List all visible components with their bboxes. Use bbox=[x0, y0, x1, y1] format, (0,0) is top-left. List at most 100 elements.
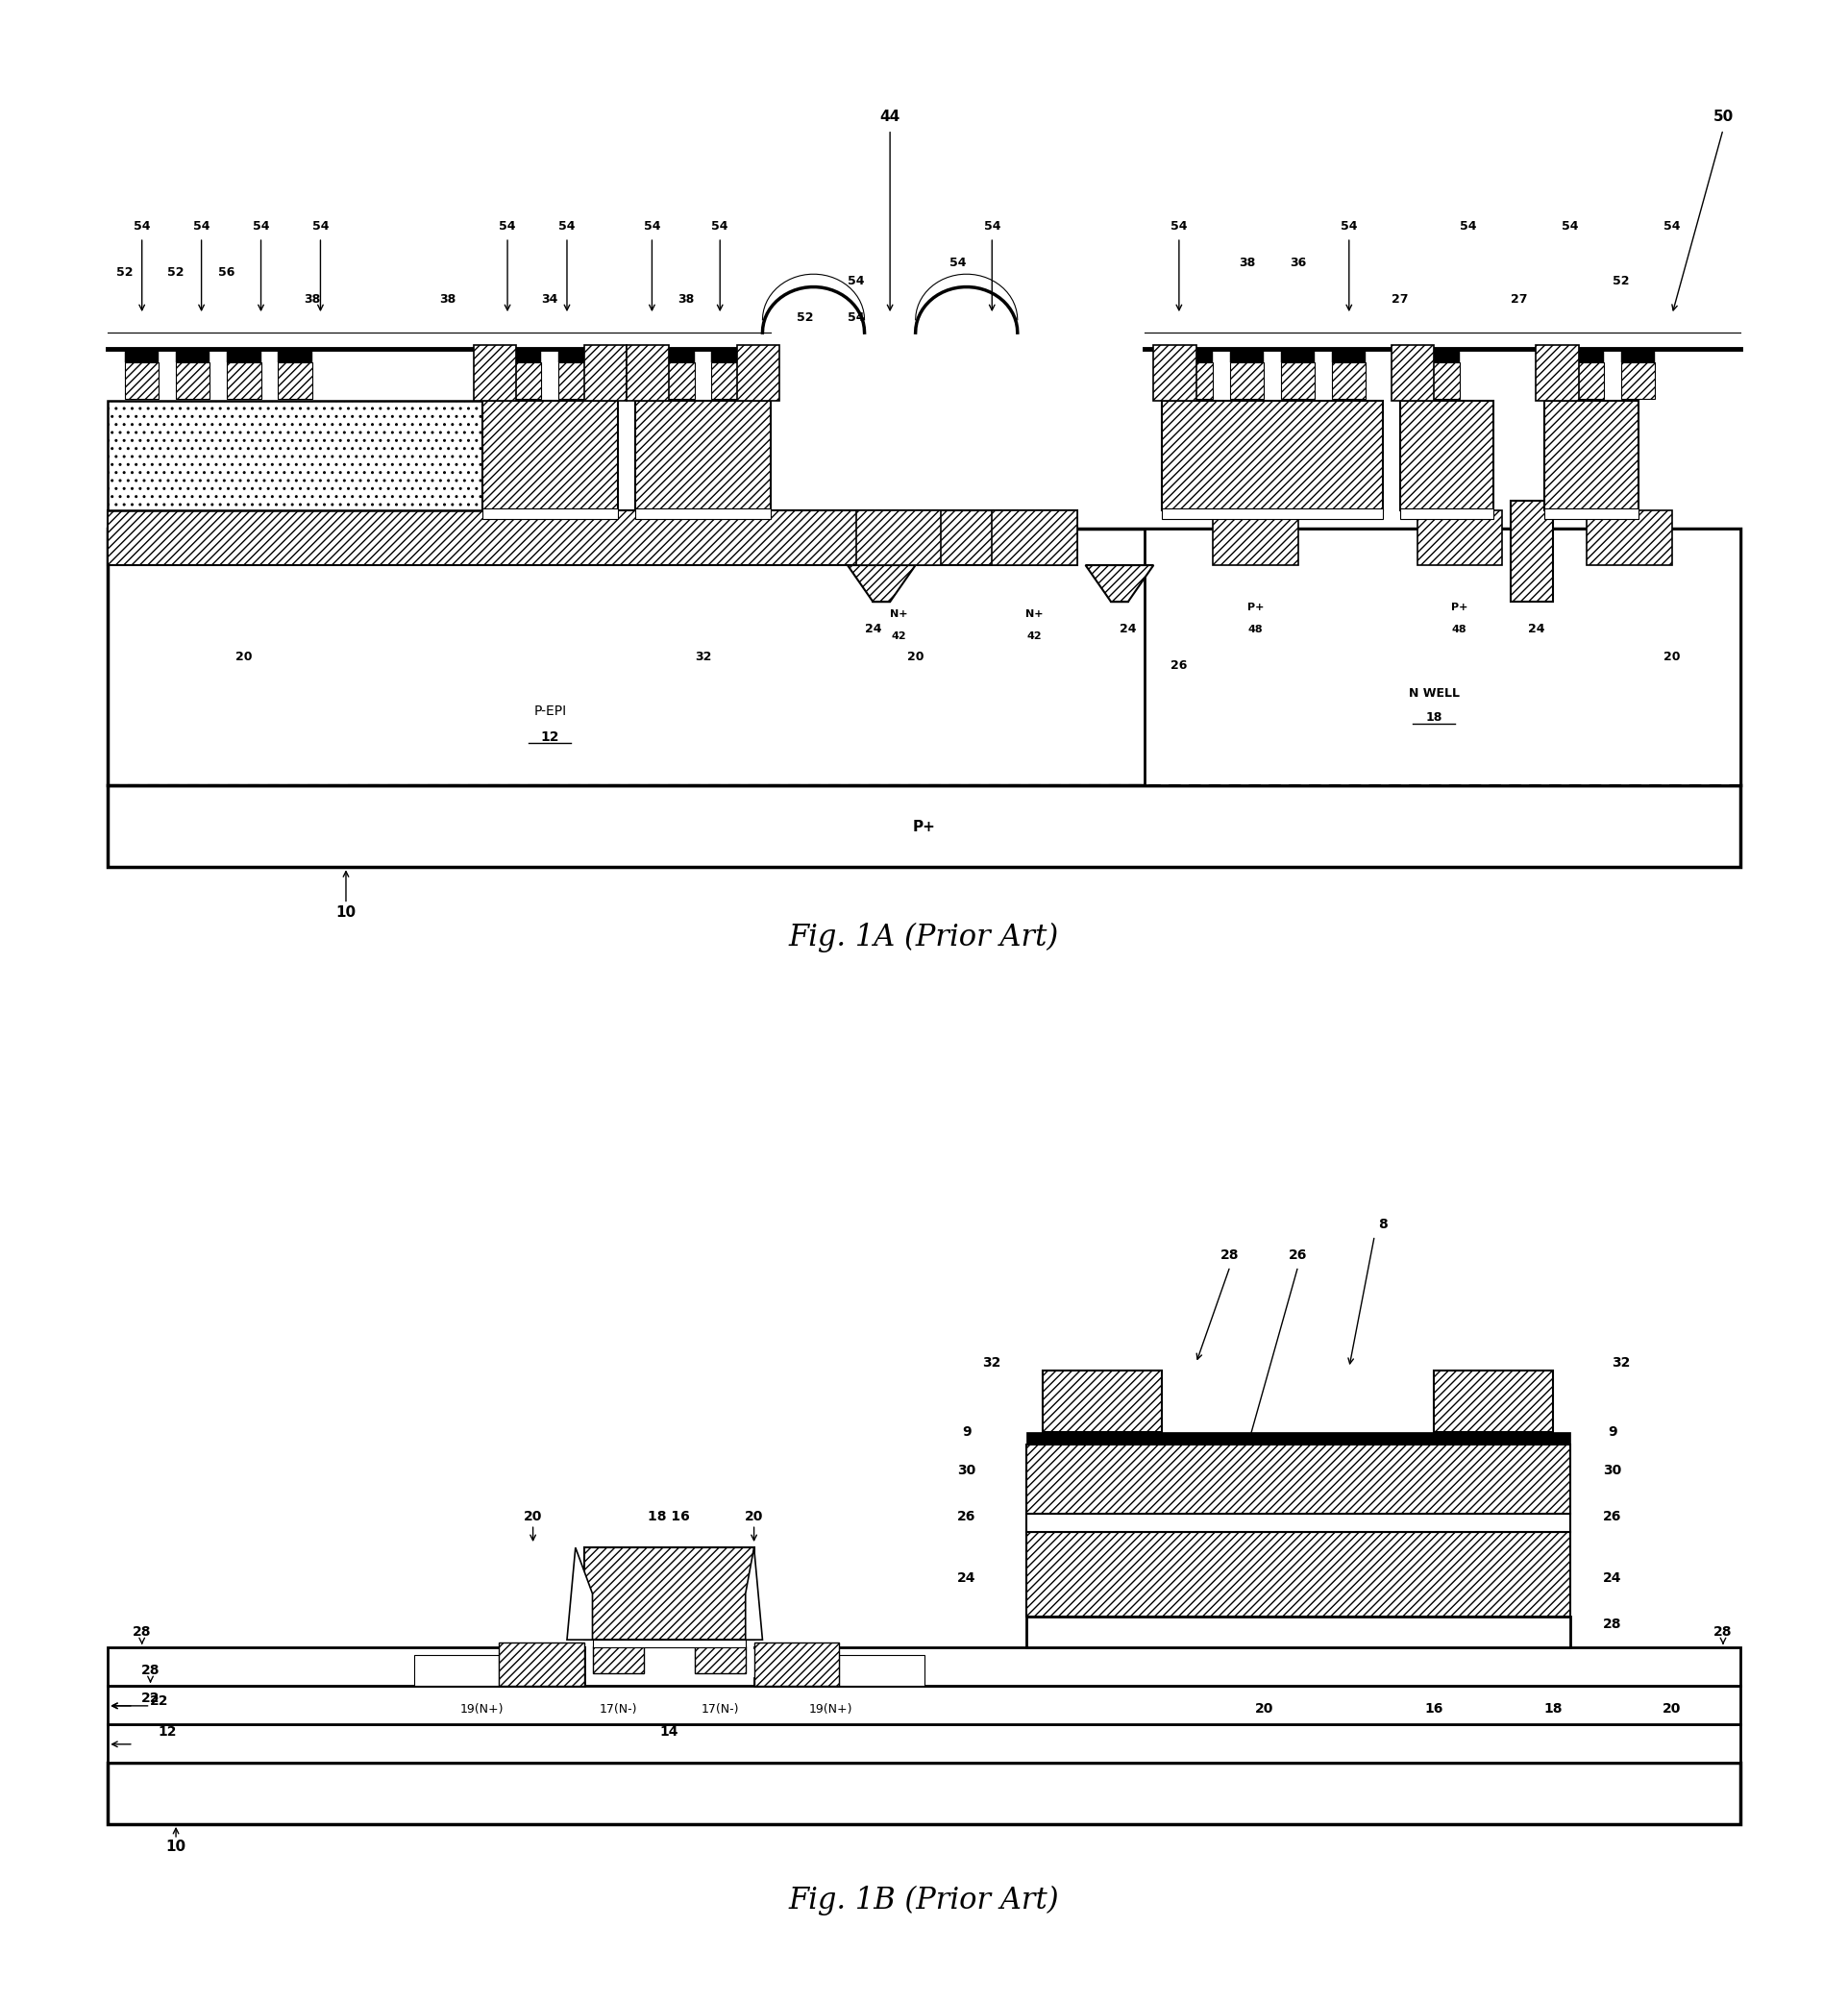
Text: 19(N+): 19(N+) bbox=[809, 1703, 852, 1715]
Text: 12: 12 bbox=[159, 1725, 177, 1739]
Text: 52: 52 bbox=[168, 266, 185, 278]
Text: P+: P+ bbox=[1451, 602, 1467, 612]
Bar bbox=[1545, 508, 1637, 520]
Text: 52: 52 bbox=[1613, 276, 1630, 288]
Polygon shape bbox=[848, 564, 915, 602]
Bar bbox=[839, 1655, 924, 1685]
Text: 9: 9 bbox=[961, 1425, 972, 1439]
Bar bbox=[1510, 500, 1552, 602]
Text: 20: 20 bbox=[745, 1511, 763, 1523]
Text: 54: 54 bbox=[1663, 220, 1680, 232]
Bar bbox=[482, 508, 617, 520]
Bar bbox=[107, 400, 482, 510]
Text: 20: 20 bbox=[1663, 1703, 1682, 1715]
Text: 32: 32 bbox=[983, 1357, 1002, 1371]
Text: 48: 48 bbox=[1247, 624, 1262, 634]
Bar bbox=[992, 510, 1077, 564]
Bar bbox=[1212, 510, 1297, 564]
Text: 26: 26 bbox=[1170, 660, 1188, 672]
Bar bbox=[1179, 348, 1212, 362]
Text: 54: 54 bbox=[643, 220, 660, 232]
Bar bbox=[107, 528, 1741, 784]
Bar bbox=[1545, 400, 1637, 510]
Text: 20: 20 bbox=[1663, 650, 1680, 662]
Text: 32: 32 bbox=[1611, 1357, 1630, 1371]
Bar bbox=[754, 1643, 839, 1685]
Polygon shape bbox=[1085, 564, 1153, 602]
Bar bbox=[176, 348, 211, 362]
Bar bbox=[277, 348, 312, 362]
Bar bbox=[1571, 348, 1604, 362]
Bar bbox=[695, 1647, 745, 1673]
Bar bbox=[1162, 508, 1382, 520]
Text: 38: 38 bbox=[1238, 256, 1255, 270]
Text: 54: 54 bbox=[133, 220, 150, 232]
Bar bbox=[473, 346, 516, 400]
Text: 54: 54 bbox=[1562, 220, 1578, 232]
Text: 8: 8 bbox=[1379, 1219, 1388, 1233]
Bar bbox=[737, 346, 780, 400]
Text: P+: P+ bbox=[913, 820, 935, 834]
Bar bbox=[1332, 348, 1366, 362]
Bar bbox=[1026, 1515, 1571, 1533]
Bar bbox=[107, 1647, 584, 1685]
Text: 22: 22 bbox=[140, 1691, 159, 1705]
Text: P-EPI: P-EPI bbox=[534, 704, 565, 718]
Bar bbox=[107, 1725, 1741, 1763]
Text: 54: 54 bbox=[1460, 220, 1477, 232]
Text: 12: 12 bbox=[541, 730, 560, 744]
Text: 10: 10 bbox=[336, 906, 357, 920]
Text: 34: 34 bbox=[541, 294, 558, 306]
Text: 26: 26 bbox=[1288, 1249, 1307, 1263]
Text: 24: 24 bbox=[1528, 622, 1545, 636]
Bar bbox=[1179, 362, 1212, 398]
Text: 54: 54 bbox=[253, 220, 270, 232]
Text: 54: 54 bbox=[192, 220, 211, 232]
Bar bbox=[1281, 348, 1316, 362]
Bar bbox=[711, 348, 745, 362]
Text: 54: 54 bbox=[848, 312, 865, 324]
Bar bbox=[1162, 400, 1382, 510]
Bar bbox=[1231, 348, 1264, 362]
Text: 16: 16 bbox=[1425, 1703, 1443, 1715]
Polygon shape bbox=[745, 1547, 763, 1639]
Bar bbox=[1425, 362, 1460, 398]
Text: 20: 20 bbox=[1255, 1703, 1273, 1715]
Text: 24: 24 bbox=[957, 1571, 976, 1585]
Text: 54: 54 bbox=[711, 220, 728, 232]
Bar bbox=[558, 362, 593, 398]
Text: 24: 24 bbox=[1120, 622, 1137, 636]
Text: 18: 18 bbox=[1425, 710, 1443, 724]
Text: 28: 28 bbox=[1222, 1249, 1240, 1263]
Text: 38: 38 bbox=[303, 294, 320, 306]
Text: N WELL: N WELL bbox=[1408, 686, 1460, 700]
Bar bbox=[508, 348, 541, 362]
Text: 26: 26 bbox=[957, 1511, 976, 1523]
Text: 42: 42 bbox=[891, 632, 906, 642]
Text: 14: 14 bbox=[660, 1725, 678, 1739]
Text: 52: 52 bbox=[116, 266, 133, 278]
Text: 27: 27 bbox=[1510, 294, 1528, 306]
Text: 18: 18 bbox=[1543, 1703, 1562, 1715]
Text: 20: 20 bbox=[907, 650, 924, 662]
Bar bbox=[636, 508, 771, 520]
Bar bbox=[660, 348, 695, 362]
Bar bbox=[107, 1763, 1741, 1825]
Bar bbox=[1425, 348, 1460, 362]
Text: 26: 26 bbox=[1604, 1511, 1623, 1523]
Text: 54: 54 bbox=[1340, 220, 1358, 232]
Text: 30: 30 bbox=[1604, 1465, 1623, 1477]
Text: 24: 24 bbox=[1604, 1571, 1623, 1585]
Bar bbox=[660, 362, 695, 398]
Bar bbox=[593, 1647, 643, 1673]
Text: 27: 27 bbox=[1392, 294, 1408, 306]
Text: 54: 54 bbox=[499, 220, 516, 232]
Text: 17(N-): 17(N-) bbox=[599, 1703, 638, 1715]
Text: 38: 38 bbox=[440, 294, 456, 306]
Bar bbox=[1621, 348, 1656, 362]
Text: 17(N-): 17(N-) bbox=[700, 1703, 739, 1715]
Bar bbox=[1434, 1371, 1552, 1433]
Bar bbox=[856, 510, 941, 564]
Text: 50: 50 bbox=[1713, 110, 1733, 124]
Bar bbox=[1536, 346, 1578, 400]
